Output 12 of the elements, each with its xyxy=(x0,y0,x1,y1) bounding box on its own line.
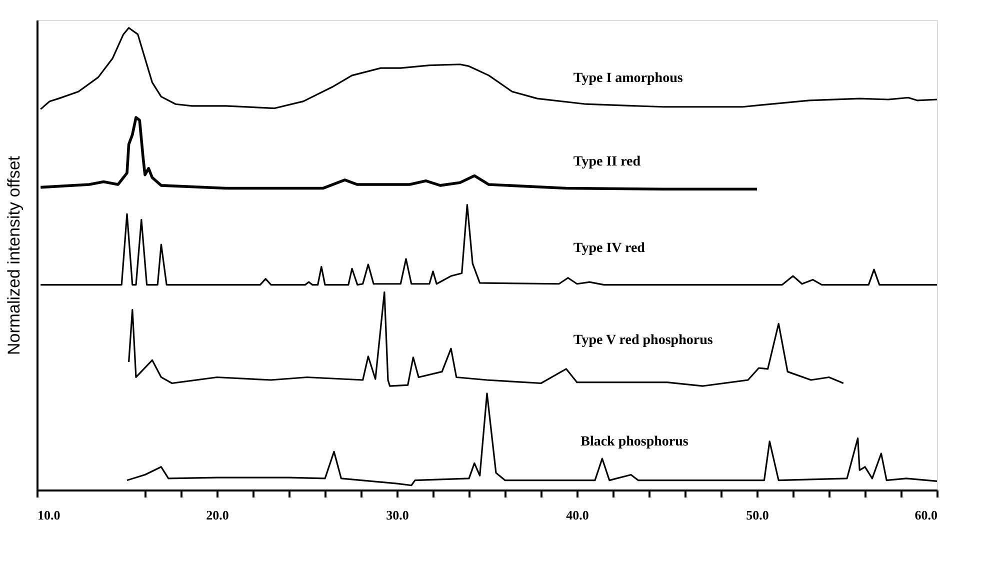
x-tick-label: 30.0 xyxy=(386,508,409,522)
series-label: Type V red phosphorus xyxy=(573,332,714,348)
x-tick-label: 60.0 xyxy=(914,508,938,522)
series-label: Black phosphorus xyxy=(580,434,689,450)
x-tick-label: 10.0 xyxy=(38,508,60,522)
x-tick-label: 40.0 xyxy=(566,508,589,522)
x-tick-label: 50.0 xyxy=(746,508,769,522)
series-label: Type II red xyxy=(573,154,641,170)
x-tick-label: 20.0 xyxy=(206,508,229,522)
series-label: Type IV red xyxy=(573,240,646,256)
series-label: Type I amorphous xyxy=(573,70,684,86)
y-axis-title: Normalized intensity offset xyxy=(4,156,24,356)
